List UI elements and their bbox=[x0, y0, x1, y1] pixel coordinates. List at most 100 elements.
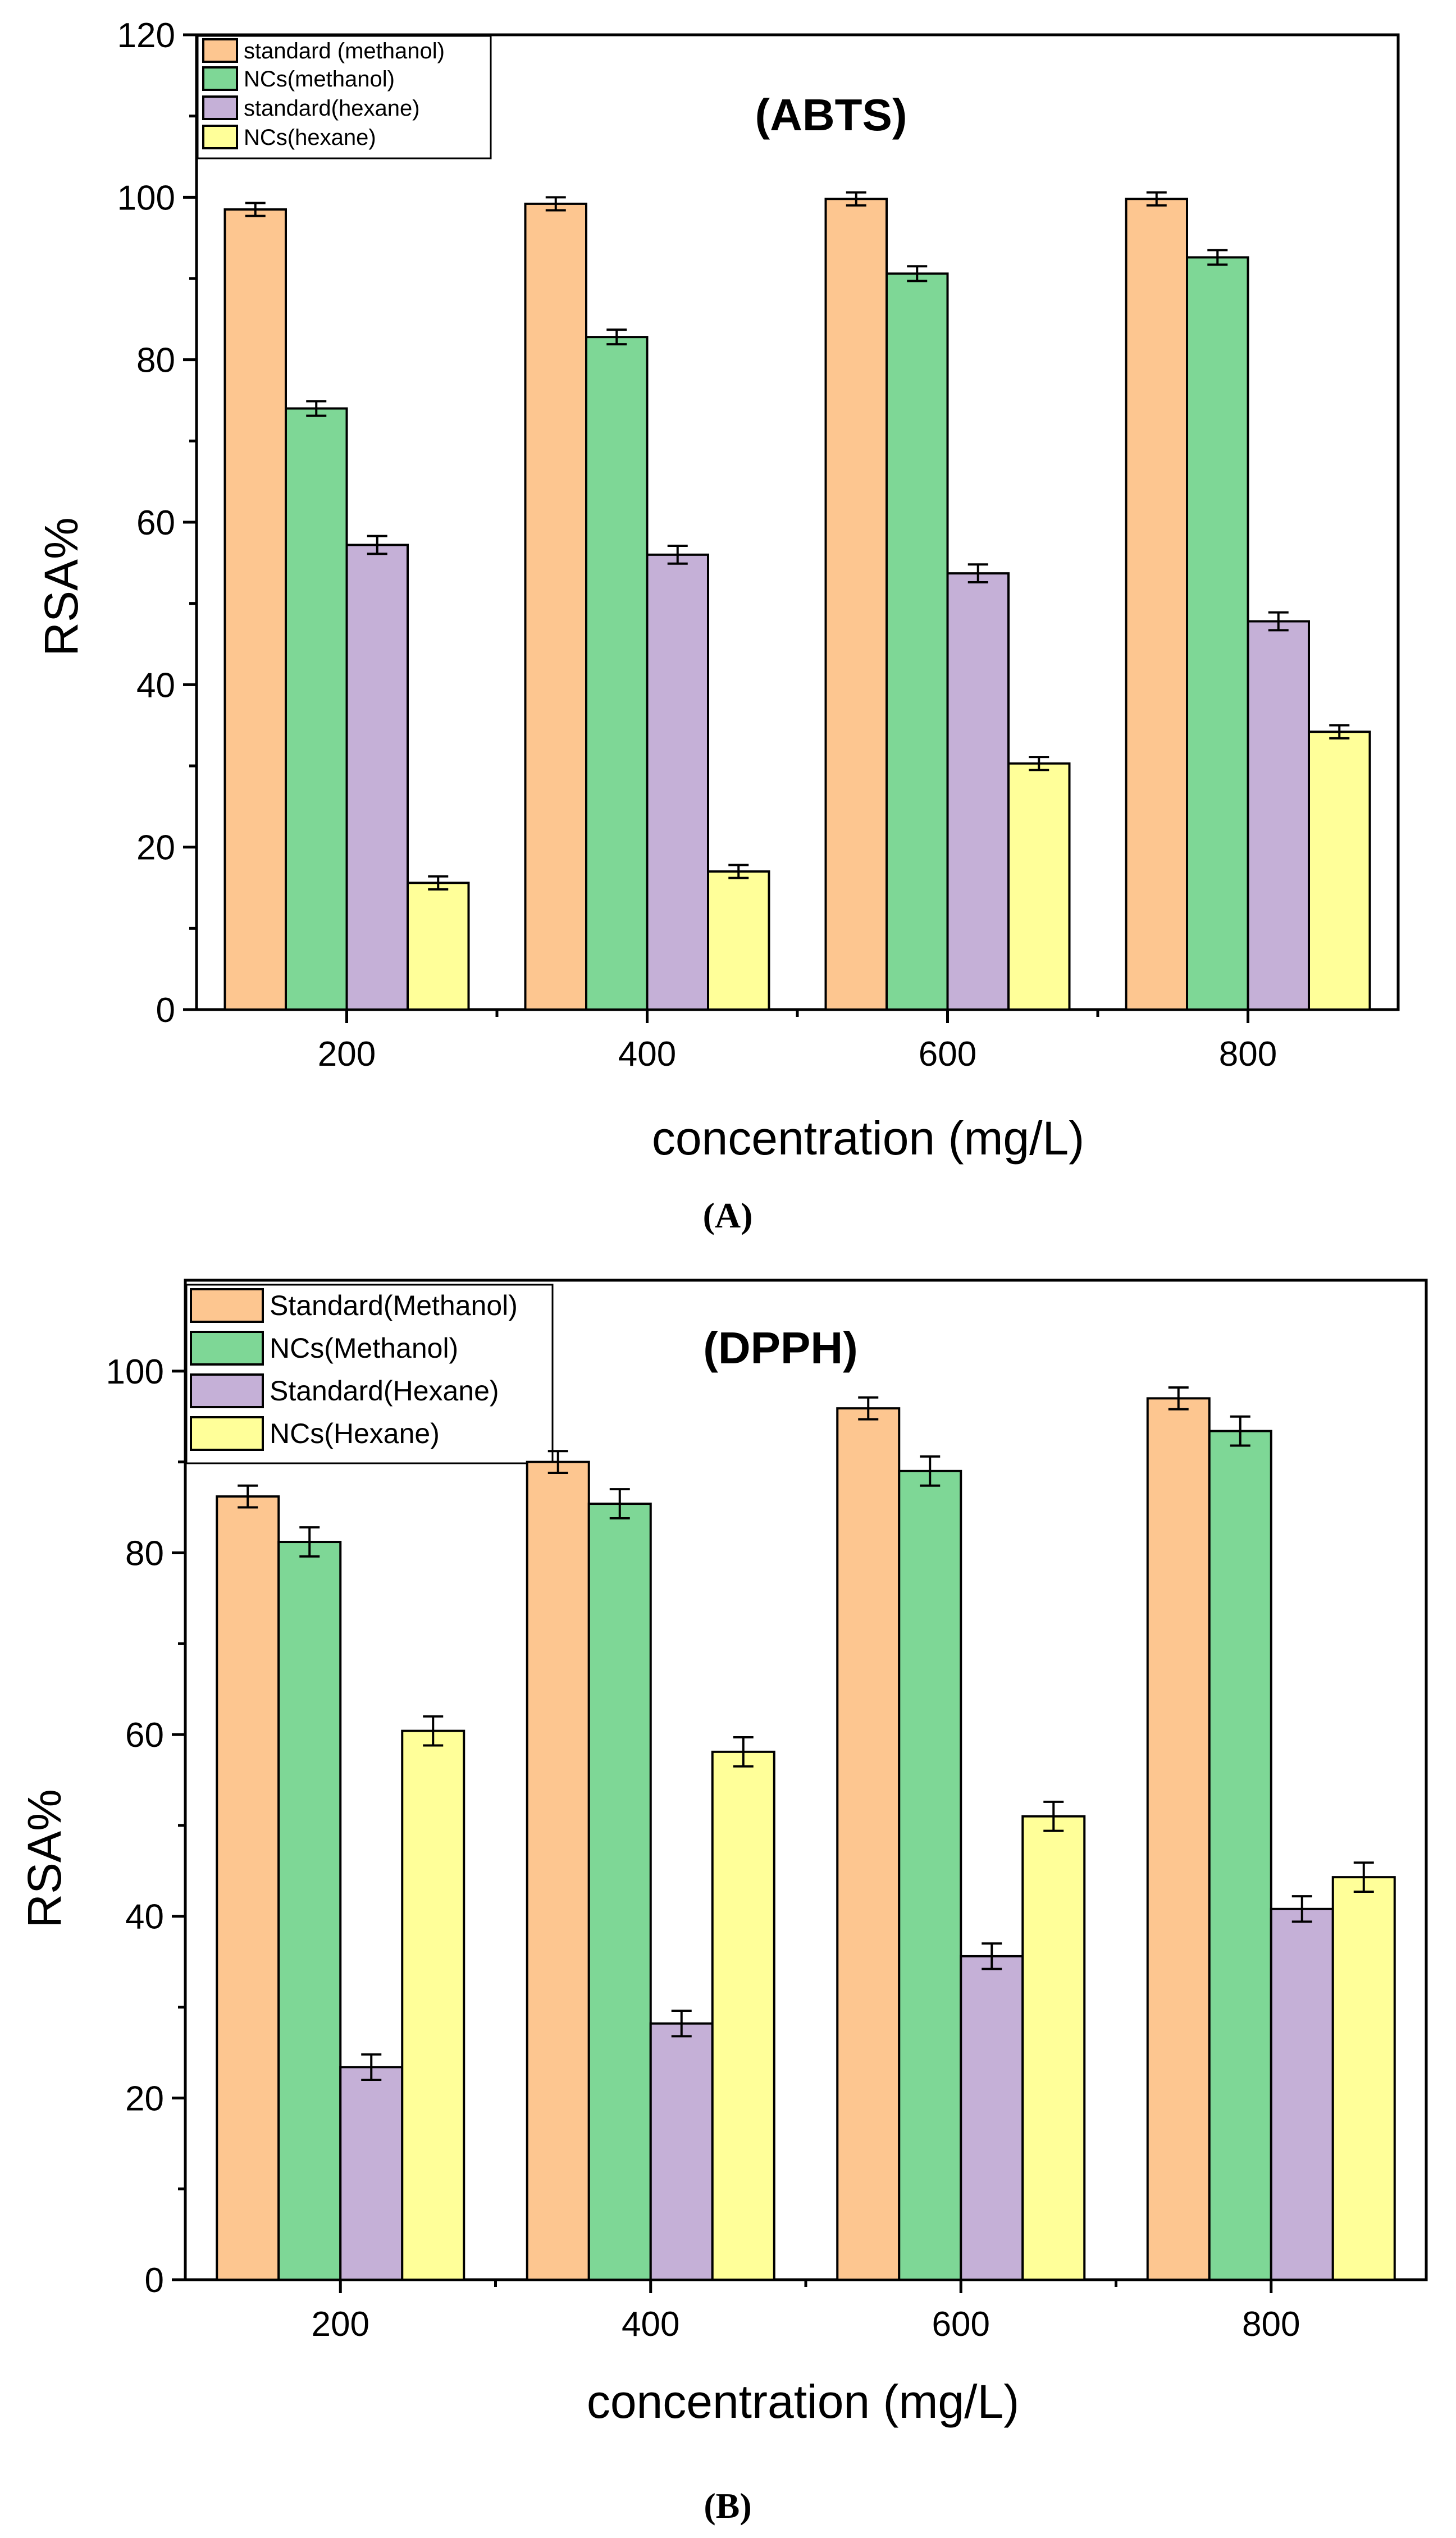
bar bbox=[407, 882, 470, 1011]
y-tick-label: 80 bbox=[125, 1534, 164, 1573]
legend-swatch bbox=[202, 125, 238, 149]
legend-swatch bbox=[190, 1331, 264, 1366]
error-bar bbox=[1146, 191, 1167, 207]
bar bbox=[277, 1541, 342, 2281]
error-bar bbox=[1029, 756, 1049, 772]
bar bbox=[401, 1729, 465, 2281]
error-bar bbox=[299, 1526, 320, 1558]
error-bar bbox=[361, 2053, 382, 2081]
legend-swatch bbox=[202, 38, 238, 63]
legend-label: NCs(methanol) bbox=[244, 67, 395, 92]
error-bar bbox=[547, 1450, 568, 1475]
error-bar bbox=[846, 191, 866, 207]
legend-label: NCs(Hexane) bbox=[270, 1418, 440, 1449]
x-tick-label: 600 bbox=[932, 2305, 990, 2344]
bar bbox=[585, 336, 649, 1011]
legend-box bbox=[197, 35, 492, 159]
bar bbox=[824, 198, 888, 1011]
y-tick-label: 20 bbox=[136, 829, 175, 868]
error-bar bbox=[728, 864, 749, 879]
error-bar bbox=[428, 875, 449, 891]
x-tick-label: 800 bbox=[1242, 2305, 1300, 2344]
bar bbox=[1146, 1397, 1211, 2281]
bar bbox=[960, 1955, 1024, 2281]
legend-label: NCs(Methanol) bbox=[270, 1332, 458, 1364]
legend-label: standard (methanol) bbox=[244, 39, 445, 63]
error-bar bbox=[1268, 611, 1289, 632]
x-tick-label: 200 bbox=[318, 1035, 376, 1074]
error-bar bbox=[667, 544, 688, 565]
x-tick-label: 400 bbox=[622, 2305, 679, 2344]
legend-label: Standard(Hexane) bbox=[270, 1375, 499, 1407]
bar bbox=[646, 553, 709, 1011]
bar bbox=[524, 202, 587, 1011]
error-bar bbox=[1207, 249, 1228, 266]
y-tick-label: 60 bbox=[125, 1716, 164, 1755]
bar bbox=[898, 1469, 962, 2281]
bar bbox=[1007, 762, 1071, 1011]
chart-abts: standard (methanol) NCs(methanol) standa… bbox=[35, 16, 1400, 1235]
bar bbox=[1021, 1815, 1086, 2281]
x-tick-label: 600 bbox=[919, 1035, 976, 1074]
legend-swatch bbox=[190, 1373, 264, 1408]
legend-label: standard(hexane) bbox=[244, 96, 420, 121]
bar bbox=[649, 2022, 714, 2281]
y-tick-label: 100 bbox=[106, 1353, 164, 1391]
legend: Standard(Methanol) NCs(Methanol) Standar… bbox=[185, 1284, 554, 1464]
bar bbox=[339, 2066, 404, 2281]
bar bbox=[1247, 620, 1310, 1011]
y-tick-label: 40 bbox=[125, 1898, 164, 1937]
y-axis-label: RSA% bbox=[35, 517, 88, 656]
legend-label: NCs(hexane) bbox=[244, 125, 376, 150]
y-tick-label: 0 bbox=[145, 2261, 164, 2300]
x-axis-label: concentration (mg/L) bbox=[652, 1112, 1084, 1165]
bar bbox=[345, 544, 409, 1011]
x-tick-label: 800 bbox=[1219, 1035, 1277, 1074]
error-bar bbox=[907, 265, 928, 282]
legend: standard (methanol) NCs(methanol) standa… bbox=[197, 35, 492, 159]
legend-swatch bbox=[190, 1288, 264, 1323]
bar bbox=[216, 1495, 280, 2281]
bar bbox=[1186, 256, 1249, 1011]
error-bar bbox=[858, 1396, 879, 1421]
y-tick-label: 120 bbox=[117, 16, 175, 55]
bar bbox=[285, 407, 348, 1011]
y-tick-label: 0 bbox=[156, 991, 175, 1030]
x-tick-label: 200 bbox=[312, 2305, 369, 2344]
chart-dpph: Standard(Methanol) NCs(Methanol) Standar… bbox=[18, 1279, 1428, 2526]
bar bbox=[836, 1407, 901, 2281]
error-bar bbox=[306, 400, 327, 417]
chart-title: (DPPH) bbox=[703, 1323, 858, 1373]
error-bar bbox=[1168, 1386, 1189, 1410]
bar bbox=[223, 208, 287, 1011]
error-bar bbox=[545, 196, 566, 212]
legend-label: Standard(Methanol) bbox=[270, 1290, 518, 1321]
error-bar bbox=[967, 563, 988, 584]
error-bar bbox=[1230, 1415, 1250, 1447]
legend-swatch bbox=[202, 66, 238, 91]
legend-swatch bbox=[190, 1416, 264, 1451]
bar bbox=[886, 272, 949, 1011]
error-bar bbox=[671, 2010, 692, 2038]
bar bbox=[526, 1460, 590, 2281]
bar bbox=[1125, 198, 1188, 1011]
plot-area: 0 20 40 60 80 100 200 400 600 800 bbox=[106, 1279, 1428, 2344]
y-tick-label: 60 bbox=[136, 504, 175, 542]
legend-swatch bbox=[202, 95, 238, 120]
error-bar bbox=[1353, 1861, 1374, 1893]
error-bar bbox=[609, 1488, 630, 1519]
error-bar bbox=[920, 1455, 941, 1487]
plot-area: 0 20 40 60 80 100 120 200 400 600 800 bbox=[117, 16, 1400, 1074]
bar bbox=[1270, 1907, 1334, 2281]
x-tick-label: 400 bbox=[618, 1035, 676, 1074]
error-bar bbox=[423, 1715, 444, 1747]
error-bar bbox=[982, 1942, 1002, 1970]
error-bar bbox=[733, 1736, 754, 1768]
x-axis-label: concentration (mg/L) bbox=[587, 2375, 1019, 2428]
bar bbox=[946, 572, 1010, 1011]
bar bbox=[707, 870, 770, 1011]
bar bbox=[1331, 1876, 1396, 2281]
bar bbox=[711, 1750, 775, 2281]
bar bbox=[587, 1503, 652, 2281]
error-bar bbox=[1291, 1895, 1312, 1923]
